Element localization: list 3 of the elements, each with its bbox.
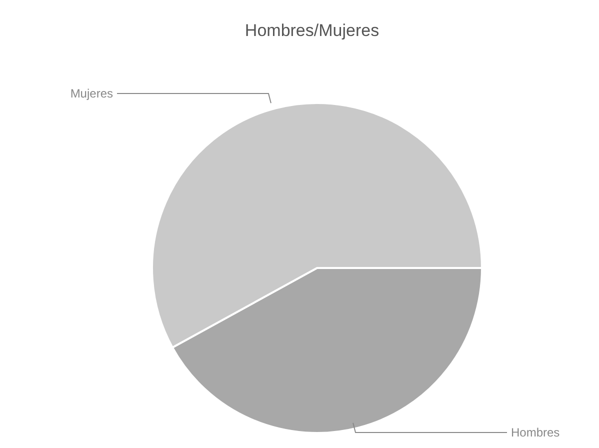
slice-label: Hombres [511, 426, 560, 440]
slice-label: Mujeres [70, 86, 113, 100]
chart-title: Hombres/Mujeres [244, 21, 380, 40]
